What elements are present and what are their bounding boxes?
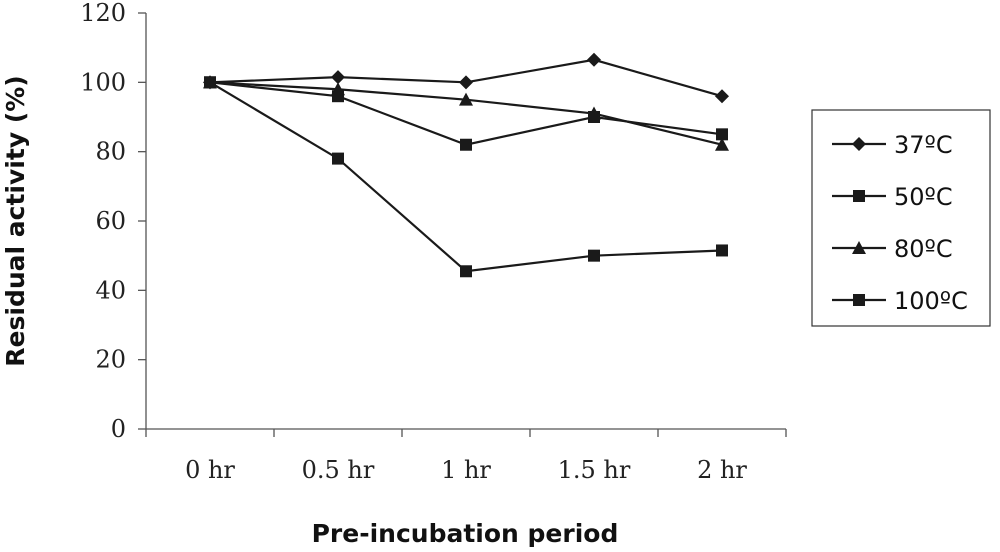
legend-label: 37ºC xyxy=(894,131,953,159)
data-point xyxy=(587,52,601,67)
y-axis-title: Residual activity (%) xyxy=(1,75,30,366)
data-point xyxy=(587,106,601,120)
x-axis-title: Pre-incubation period xyxy=(312,519,619,548)
y-tick-label: 80 xyxy=(95,138,126,166)
legend-marker xyxy=(852,241,866,254)
y-tick-label: 0 xyxy=(111,415,126,443)
data-point xyxy=(331,70,345,85)
legend: 37ºC 50ºC 80ºC 100ºC xyxy=(811,109,991,327)
data-point xyxy=(460,138,472,151)
y-axis: 0 20 40 60 80 100 120 xyxy=(80,0,147,443)
series-line xyxy=(209,81,723,146)
data-point xyxy=(332,152,344,165)
data-point xyxy=(588,249,600,262)
x-tick-label: 0 hr xyxy=(185,456,235,484)
data-point xyxy=(715,137,729,151)
data-point xyxy=(331,82,345,96)
data-point xyxy=(715,89,729,104)
x-axis: 0 hr 0.5 hr 1 hr 1.5 hr 2 hr xyxy=(145,428,787,484)
legend-marker xyxy=(853,294,865,306)
legend-item: 50ºC xyxy=(832,183,953,211)
y-tick-label: 120 xyxy=(80,0,126,27)
series-line xyxy=(209,81,723,273)
x-tick-label: 0.5 hr xyxy=(302,456,375,484)
legend-label: 50ºC xyxy=(894,183,953,211)
legend-item: 80ºC xyxy=(832,235,953,263)
series-4 xyxy=(204,76,728,278)
data-point xyxy=(460,265,472,278)
data-point xyxy=(716,244,728,257)
legend-marker xyxy=(852,137,866,151)
y-tick-label: 40 xyxy=(95,276,126,304)
x-tick-label: 2 hr xyxy=(697,456,747,484)
legend-label: 100ºC xyxy=(894,287,968,315)
legend-item: 100ºC xyxy=(832,287,968,315)
y-tick-label: 60 xyxy=(95,207,126,235)
data-point xyxy=(459,75,473,90)
data-point xyxy=(459,92,473,106)
legend-item: 37ºC xyxy=(832,131,953,159)
data-point xyxy=(716,128,728,141)
data-point xyxy=(204,76,216,89)
legend-box xyxy=(811,109,991,327)
x-tick-label: 1.5 hr xyxy=(558,456,631,484)
legend-label: 80ºC xyxy=(894,235,953,263)
x-tick-label: 1 hr xyxy=(441,456,491,484)
y-tick-label: 20 xyxy=(95,346,126,374)
legend-marker xyxy=(853,190,865,202)
y-tick-label: 100 xyxy=(80,68,126,96)
series-layer xyxy=(203,52,729,278)
